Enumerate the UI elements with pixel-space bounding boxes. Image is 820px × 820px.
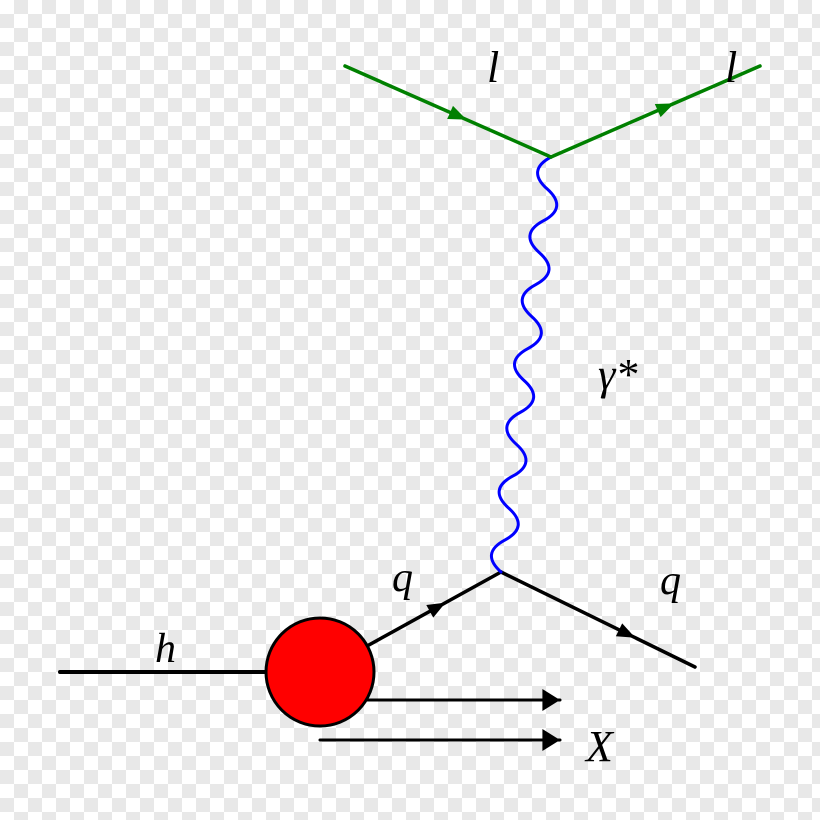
lepton-out-label: l — [725, 46, 737, 90]
hadron-label: h — [155, 628, 176, 670]
lepton-in-label: l — [487, 46, 499, 90]
quark-in-label: q — [392, 557, 413, 599]
feynman-diagram — [0, 0, 820, 820]
hadron-remnant-arrow-1 — [542, 689, 560, 711]
virtual-photon-label: γ* — [598, 353, 637, 397]
virtual-photon-line — [491, 157, 556, 572]
lepton-in-line — [345, 66, 551, 157]
hadron-remnant-label: X — [586, 725, 613, 769]
hadron-blob — [266, 618, 374, 726]
quark-out-label: q — [660, 560, 681, 602]
hadron-remnant-arrow-2 — [542, 729, 560, 751]
